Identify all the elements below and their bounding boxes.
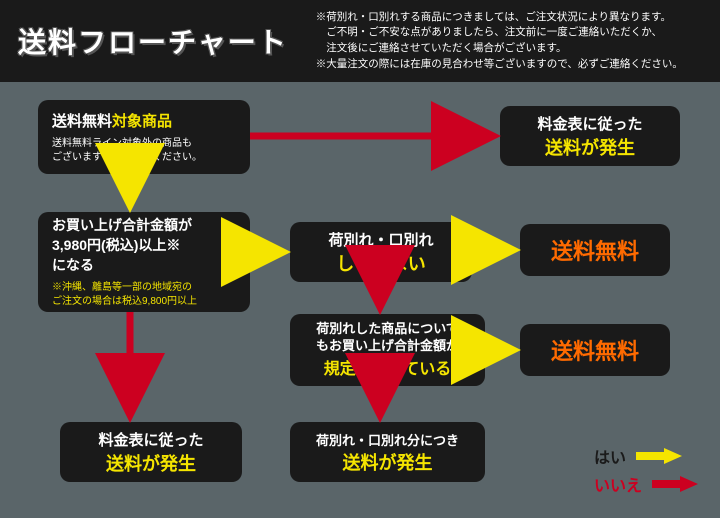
node-line1: 荷別れ・口別れ分につき bbox=[304, 430, 471, 449]
node-split-check: 荷別れ・口別れ していない bbox=[290, 222, 472, 282]
node-line2: していない bbox=[304, 250, 458, 276]
note-line: ご不明・ご不安な点がありましたら、注文前に一度ご連絡いただくか、 bbox=[316, 25, 702, 41]
node-sub: 送料無料ライン対象外の商品も ございますのでご了承ください。 bbox=[52, 137, 202, 165]
node-fee-applies-1: 料金表に従った 送料が発生 bbox=[500, 106, 680, 166]
header-notes: ※荷別れ・口別れする商品につきましては、ご注文状況により異なります。 ご不明・ご… bbox=[316, 10, 702, 73]
node-line2: 送料が発生 bbox=[304, 449, 471, 475]
header: 送料フローチャート ※荷別れ・口別れする商品につきましては、ご注文状況により異な… bbox=[0, 0, 720, 82]
node-split-threshold: 荷別れした商品について もお買い上げ合計金額が 規定に達している bbox=[290, 314, 485, 386]
node-line1: 料金表に従った bbox=[514, 113, 666, 134]
node-sub: ※沖縄、離島等一部の地域宛の ご注文の場合は税込9,800円以上 bbox=[52, 281, 197, 309]
legend: はい いいえ bbox=[594, 440, 698, 500]
arrow-icon bbox=[652, 476, 698, 492]
node-line2: 規定に達している bbox=[304, 355, 471, 379]
node-split-fee: 荷別れ・口別れ分につき 送料が発生 bbox=[290, 422, 485, 482]
node-fee-applies-2: 料金表に従った 送料が発生 bbox=[60, 422, 242, 482]
node-line2: 送料が発生 bbox=[514, 134, 666, 160]
node-line1: 料金表に従った bbox=[74, 429, 228, 450]
node-threshold: お買い上げ合計金額が 3,980円(税込)以上※ になる ※沖縄、離島等一部の地… bbox=[38, 212, 250, 312]
node-line1: お買い上げ合計金額が 3,980円(税込)以上※ になる bbox=[52, 215, 192, 275]
legend-yes: はい bbox=[594, 444, 698, 468]
node-title: 送料無料対象商品 bbox=[52, 110, 172, 131]
flowchart-canvas: 送料無料対象商品 送料無料ライン対象外の商品も ございますのでご了承ください。 … bbox=[0, 82, 720, 518]
node-line2: 送料が発生 bbox=[74, 450, 228, 476]
node-free-shipping-target: 送料無料対象商品 送料無料ライン対象外の商品も ございますのでご了承ください。 bbox=[38, 100, 250, 174]
note-line: ※荷別れ・口別れする商品につきましては、ご注文状況により異なります。 bbox=[316, 10, 702, 26]
note-line: 注文後にご連絡させていただく場合がございます。 bbox=[316, 41, 702, 57]
node-line1: 荷別れ・口別れ bbox=[304, 229, 458, 250]
note-line: ※大量注文の際には在庫の見合わせ等ございますので、必ずご連絡ください。 bbox=[316, 57, 702, 73]
node-line1: 荷別れした商品について もお買い上げ合計金額が bbox=[304, 321, 471, 355]
legend-no: いいえ bbox=[594, 472, 698, 496]
page-title: 送料フローチャート bbox=[18, 21, 288, 61]
node-free-2: 送料無料 bbox=[520, 324, 670, 376]
arrow-icon bbox=[636, 448, 682, 464]
node-free-1: 送料無料 bbox=[520, 224, 670, 276]
